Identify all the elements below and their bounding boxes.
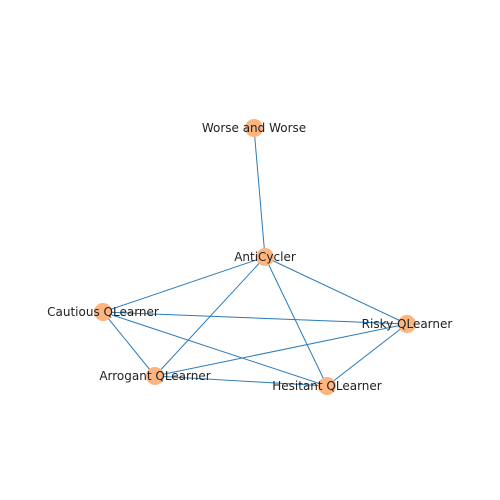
edge-cautious-risky — [102, 311, 408, 325]
nodes-layer — [94, 119, 416, 395]
node-arrogant — [146, 367, 164, 385]
edge-anticycler-cautious — [102, 256, 266, 313]
node-label-hesitant: Hesitant QLearner — [272, 379, 382, 393]
node-cautious — [94, 303, 112, 321]
node-label-worse: Worse and Worse — [202, 121, 306, 135]
edge-cautious-arrogant — [102, 311, 156, 377]
edge-anticycler-risky — [264, 256, 408, 325]
edge-risky-hesitant — [326, 323, 408, 387]
edge-risky-arrogant — [154, 323, 408, 377]
edge-cautious-hesitant — [102, 311, 328, 387]
node-risky — [398, 315, 416, 333]
node-label-risky: Risky QLearner — [362, 317, 453, 331]
labels-layer: Worse and Worse AntiCycler Cautious QLearn… — [47, 121, 452, 393]
node-worse — [245, 119, 263, 137]
node-label-arrogant: Arrogant QLearner — [99, 369, 210, 383]
edge-anticycler-hesitant — [264, 256, 328, 387]
edges-layer — [102, 127, 408, 387]
node-label-anticycler: AntiCycler — [234, 250, 296, 264]
node-anticycler — [256, 248, 274, 266]
edge-arrogant-hesitant — [154, 375, 328, 387]
node-hesitant — [318, 377, 336, 395]
edge-worse-anticycler — [253, 127, 266, 258]
node-label-cautious: Cautious QLearner — [47, 305, 159, 319]
